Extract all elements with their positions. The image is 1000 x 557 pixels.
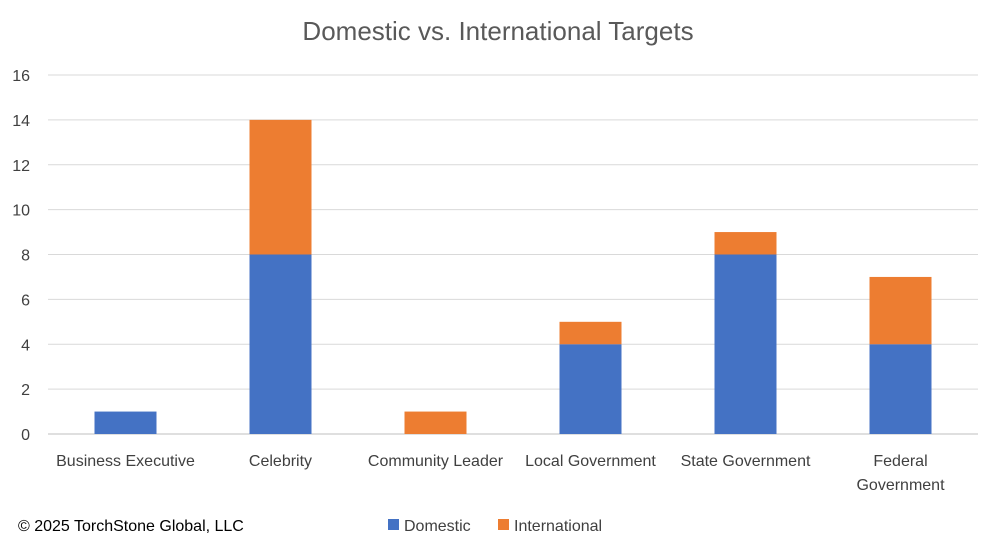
x-category-label: Government: [856, 477, 945, 494]
legend-swatch-international: [498, 519, 509, 530]
y-tick-label: 4: [21, 337, 30, 354]
bars: [94, 119, 932, 434]
legend-label-international: International: [514, 518, 602, 535]
y-axis-ticks: 0 2 4 6 8 10 12 14 16: [12, 68, 30, 444]
x-category-label: Community Leader: [368, 453, 504, 470]
legend: Domestic International: [388, 518, 602, 535]
y-tick-label: 0: [21, 427, 30, 444]
gridlines: [48, 74, 978, 435]
bar-international-2: [404, 411, 467, 434]
x-category-label: State Government: [681, 453, 811, 470]
legend-label-domestic: Domestic: [404, 518, 471, 535]
bar-international-3: [559, 321, 622, 345]
x-axis-labels: Business Executive Celebrity Community Lea…: [56, 453, 945, 494]
bar-international-1: [249, 119, 312, 255]
y-tick-label: 14: [12, 113, 30, 130]
y-tick-label: 10: [12, 203, 30, 220]
y-tick-label: 12: [12, 158, 30, 175]
legend-swatch-domestic: [388, 519, 399, 530]
bar-domestic-5: [869, 344, 932, 434]
x-category-label: Celebrity: [249, 453, 312, 470]
y-tick-label: 8: [21, 248, 30, 265]
bar-domestic-1: [249, 254, 312, 434]
x-category-label: Federal: [873, 453, 927, 470]
y-tick-label: 2: [21, 382, 30, 399]
x-category-label: Business Executive: [56, 453, 195, 470]
bar-international-4: [714, 232, 777, 255]
bar-domestic-3: [559, 344, 622, 434]
bar-domestic-0: [94, 411, 157, 434]
y-tick-label: 6: [21, 292, 30, 309]
bar-international-5: [869, 276, 932, 345]
x-category-label: Local Government: [525, 453, 656, 470]
copyright-notice: © 2025 TorchStone Global, LLC: [18, 518, 244, 535]
chart-title: Domestic vs. International Targets: [302, 16, 693, 46]
y-tick-label: 16: [12, 68, 30, 85]
bar-domestic-4: [714, 254, 777, 434]
